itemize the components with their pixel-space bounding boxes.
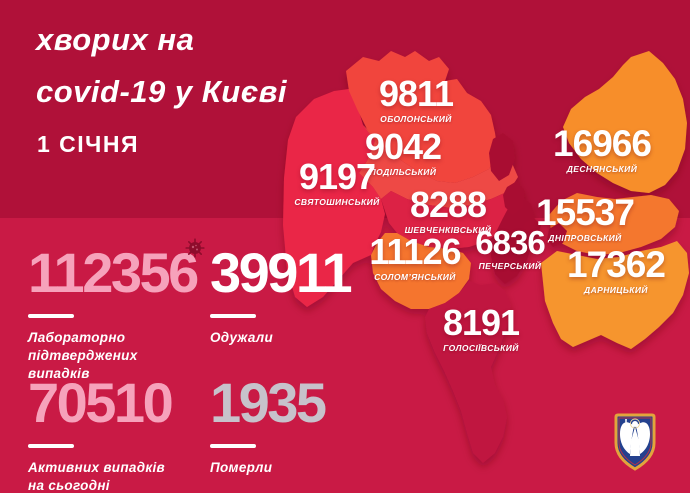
river-island-shape bbox=[489, 133, 515, 181]
stat-confirmed-value: 112356 bbox=[28, 241, 199, 304]
stat-underline bbox=[28, 444, 74, 448]
coronavirus-icon bbox=[185, 238, 205, 263]
stat-confirmed-label: Лабораторно підтверджених випадків bbox=[28, 330, 138, 381]
district-shape-desnyanskyi bbox=[563, 51, 687, 193]
stat-active: 70510 Активних випадків на сьогодні bbox=[28, 371, 174, 493]
river-island-shape bbox=[521, 217, 541, 241]
page-title-line1: хворих на bbox=[36, 22, 195, 57]
district-shape-obolonskyi bbox=[346, 51, 498, 183]
district-shape-darnytskyi bbox=[541, 241, 689, 349]
district-cases: 8191 bbox=[442, 302, 520, 343]
district-cases: 11126 bbox=[369, 231, 461, 272]
district-label-pecherskyi: 6836 ПЕЧЕРСЬКИЙ bbox=[475, 224, 545, 271]
district-label-shevchenkivskyi: 8288 ШЕВЧЕНКІВСЬКИЙ bbox=[404, 184, 492, 236]
district-cases: 15537 bbox=[536, 192, 635, 233]
district-shape-holosiivskyi bbox=[425, 281, 511, 463]
district-cases: 9042 bbox=[364, 126, 442, 167]
district-shape-podilskyi bbox=[359, 125, 518, 208]
stat-died-label: Померли bbox=[210, 460, 273, 475]
stat-active-value: 70510 bbox=[28, 371, 174, 434]
stat-recovered: 39911 Одужали bbox=[210, 241, 353, 347]
stat-confirmed: 112356 Лабораторно підтверджених випадкі… bbox=[28, 241, 199, 382]
district-cases: 16966 bbox=[553, 123, 652, 164]
stat-died: 1935 Померли bbox=[210, 371, 327, 477]
page-title-line2: covid-19 у Києві bbox=[36, 74, 288, 109]
district-name: ДЕСНЯНСЬКИЙ bbox=[566, 164, 638, 174]
district-label-obolonskyi: 9811 ОБОЛОНСЬКИЙ bbox=[378, 73, 454, 125]
district-shape-dniprovskyi bbox=[549, 193, 679, 255]
river-island-shape bbox=[547, 223, 567, 247]
stat-active-label: Активних випадків на сьогодні bbox=[28, 460, 166, 493]
district-name: ПОДІЛЬСЬКИЙ bbox=[369, 167, 437, 177]
district-shape-pecherskyi bbox=[491, 196, 535, 284]
district-label-holosiivskyi: 8191 ГОЛОСІЇВСЬКИЙ bbox=[442, 302, 520, 354]
stat-recovered-value: 39911 bbox=[210, 241, 353, 304]
stat-died-value: 1935 bbox=[210, 371, 327, 434]
district-cases: 17362 bbox=[567, 244, 666, 285]
district-label-darnytskyi: 17362 ДАРНИЦЬКИЙ bbox=[567, 244, 666, 295]
district-name: ПЕЧЕРСЬКИЙ bbox=[478, 261, 542, 271]
district-cases: 9197 bbox=[298, 156, 376, 197]
report-date: 1 СІЧНЯ bbox=[37, 131, 139, 157]
river-island-shape bbox=[503, 181, 525, 215]
district-label-desnyanskyi: 16966 ДЕСНЯНСЬКИЙ bbox=[553, 123, 652, 174]
district-shape-svyatoshynskyi bbox=[283, 89, 385, 307]
district-label-solomyanskyi: 11126 СОЛОМ’ЯНСЬКИЙ bbox=[369, 231, 461, 283]
district-cases: 8288 bbox=[409, 184, 487, 225]
stat-underline bbox=[210, 444, 256, 448]
district-cases: 9811 bbox=[378, 73, 454, 114]
district-name: СВЯТОШИНСЬКИЙ bbox=[294, 197, 380, 207]
district-name: ДНІПРОВСЬКИЙ bbox=[548, 233, 622, 243]
district-shape-shevchenkivskyi bbox=[381, 191, 515, 249]
district-cases: 6836 bbox=[475, 224, 545, 261]
district-label-dniprovskyi: 15537 ДНІПРОВСЬКИЙ bbox=[536, 192, 635, 243]
kyiv-coat-of-arms-icon bbox=[612, 411, 658, 478]
stat-recovered-label: Одужали bbox=[210, 330, 274, 345]
stat-underline bbox=[28, 314, 74, 318]
district-label-podilskyi: 9042 ПОДІЛЬСЬКИЙ bbox=[364, 126, 442, 178]
district-name: ОБОЛОНСЬКИЙ bbox=[380, 114, 452, 124]
district-name: ГОЛОСІЇВСЬКИЙ bbox=[443, 343, 519, 353]
district-shape-solomyanskyi bbox=[371, 233, 471, 309]
district-label-svyatoshynskyi: 9197 СВЯТОШИНСЬКИЙ bbox=[294, 156, 380, 208]
district-name: ДАРНИЦЬКИЙ bbox=[584, 285, 648, 295]
district-name: ШЕВЧЕНКІВСЬКИЙ bbox=[404, 225, 492, 235]
district-name: СОЛОМ’ЯНСЬКИЙ bbox=[374, 272, 456, 282]
stat-underline bbox=[210, 314, 256, 318]
